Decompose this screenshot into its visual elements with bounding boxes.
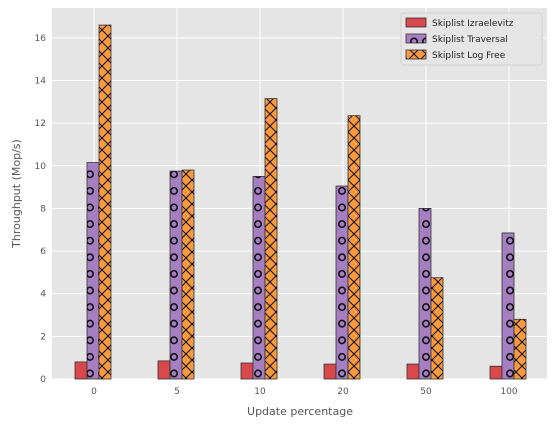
y-tick-label: 0 [40, 375, 46, 385]
plot-background [52, 8, 547, 379]
bar-hatch [419, 208, 431, 379]
bar-hatch [502, 232, 514, 379]
y-tick-label: 6 [40, 247, 46, 257]
legend: Skiplist Izraelevitz Skiplist Traversal Sk… [400, 12, 543, 66]
bar-hatch [514, 319, 526, 379]
bar-hatch [431, 277, 443, 379]
x-tick-label: 5 [174, 387, 180, 397]
x-tick-label: 20 [337, 387, 349, 397]
x-tick-label: 10 [254, 387, 266, 397]
y-tick-label: 2 [40, 332, 46, 342]
bar-hatch [336, 186, 348, 379]
legend-label: Skiplist Izraelevitz [432, 19, 514, 29]
y-tick-label: 10 [35, 162, 47, 172]
bar-hatch [348, 115, 360, 379]
legend-swatch [405, 17, 427, 28]
tick-labels: 0 2 4 6 8 10 12 14 16 0 5 10 20 50 100 [35, 34, 518, 397]
x-axis-title: Update percentage [247, 405, 353, 418]
y-axis-title: Throughput (Mop/s) [10, 139, 23, 249]
legend-box [400, 12, 543, 66]
legend-label: Skiplist Traversal [432, 35, 508, 45]
bar [406, 363, 420, 380]
bar-hatch [265, 98, 277, 380]
bar-hatch [99, 25, 111, 380]
bar-hatch [170, 171, 182, 379]
bars [74, 24, 527, 380]
y-tick-label: 12 [35, 119, 46, 129]
bar [74, 361, 88, 380]
x-tick-label: 50 [420, 387, 432, 397]
y-tick-label: 4 [40, 290, 46, 300]
legend-swatch-hatch [406, 50, 426, 59]
bar-hatch [182, 170, 194, 379]
y-tick-label: 16 [35, 34, 47, 44]
legend-swatch-hatch [406, 34, 426, 43]
bar [323, 363, 337, 380]
x-tick-label: 100 [500, 387, 517, 397]
x-tick-label: 0 [91, 387, 97, 397]
bar [489, 365, 503, 380]
y-tick-label: 14 [35, 76, 47, 86]
legend-label: Skiplist Log Free [432, 51, 506, 61]
bar [157, 360, 171, 380]
bar-hatch [87, 162, 99, 379]
bar-hatch [253, 176, 265, 379]
bar [240, 362, 254, 380]
y-tick-label: 8 [40, 204, 46, 214]
